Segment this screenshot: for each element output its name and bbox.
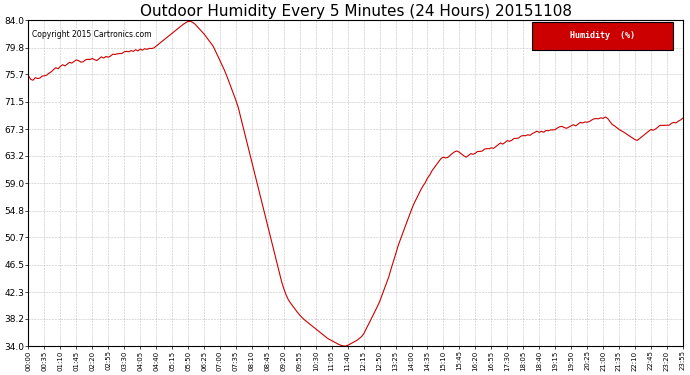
Text: Humidity  (%): Humidity (%) <box>570 32 635 40</box>
FancyBboxPatch shape <box>532 22 673 50</box>
Title: Outdoor Humidity Every 5 Minutes (24 Hours) 20151108: Outdoor Humidity Every 5 Minutes (24 Hou… <box>139 4 571 19</box>
Text: Copyright 2015 Cartronics.com: Copyright 2015 Cartronics.com <box>32 30 151 39</box>
